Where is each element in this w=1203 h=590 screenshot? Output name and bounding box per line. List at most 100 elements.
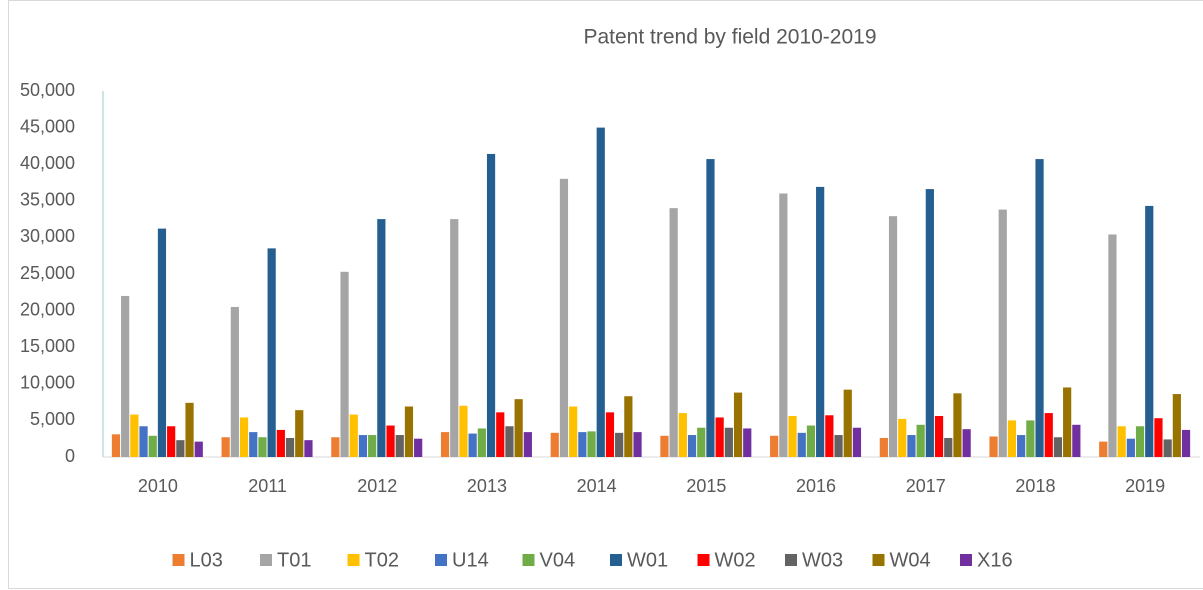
- x-tick-label: 2017: [906, 476, 946, 496]
- bar: [1072, 424, 1081, 457]
- x-tick-label: 2016: [796, 476, 836, 496]
- bar: [1181, 429, 1191, 457]
- bar: [349, 414, 358, 457]
- bar: [450, 219, 459, 457]
- bar: [907, 435, 916, 457]
- bar: [788, 416, 797, 457]
- bar: [249, 432, 258, 457]
- legend-swatch: [347, 554, 360, 566]
- bar: [1035, 159, 1044, 458]
- bar: [1172, 394, 1181, 457]
- bar: [1026, 420, 1035, 457]
- bar: [578, 432, 587, 457]
- y-tick-label: 15,000: [20, 336, 75, 356]
- legend-label: W04: [890, 549, 931, 571]
- legend-swatch: [435, 554, 447, 566]
- bar: [468, 433, 477, 457]
- legend-swatch: [960, 554, 972, 566]
- legend-swatch: [697, 554, 710, 566]
- bar: [1126, 438, 1135, 457]
- legend-swatch: [872, 554, 885, 566]
- legend-swatch: [172, 554, 185, 566]
- bar: [816, 186, 825, 457]
- legend-label: T02: [365, 549, 399, 571]
- bar: [898, 418, 907, 457]
- bar: [1044, 413, 1053, 457]
- bar: [340, 271, 349, 457]
- bar: [697, 427, 706, 457]
- bar: [258, 437, 267, 457]
- bar: [770, 435, 779, 457]
- y-tick-label: 35,000: [20, 190, 75, 210]
- bar: [414, 438, 423, 457]
- bar: [660, 435, 669, 457]
- bar: [724, 427, 733, 457]
- y-tick-label: 40,000: [20, 153, 75, 173]
- bar: [285, 437, 295, 457]
- bar: [377, 219, 386, 457]
- y-tick-label: 45,000: [20, 116, 75, 136]
- bar: [925, 189, 934, 457]
- bar: [523, 432, 532, 457]
- chart-frame: [8, 0, 1203, 589]
- bar: [587, 431, 596, 457]
- bar: [395, 435, 404, 457]
- bar: [111, 434, 121, 457]
- legend-label: W03: [802, 549, 843, 571]
- bar: [404, 406, 414, 457]
- y-tick-label: 20,000: [20, 299, 75, 319]
- legend-swatch: [785, 554, 797, 566]
- bar: [221, 437, 230, 457]
- bar: [1017, 435, 1026, 457]
- legend-label: W02: [715, 549, 756, 571]
- bar: [715, 417, 724, 457]
- bar: [1163, 439, 1172, 457]
- y-tick-label: 50,000: [20, 80, 75, 100]
- bar: [779, 193, 788, 458]
- y-tick-label: 10,000: [20, 373, 75, 393]
- bar: [615, 432, 624, 457]
- bar: [953, 393, 962, 457]
- bar: [633, 432, 642, 457]
- legend-label: W01: [627, 549, 668, 571]
- bar: [167, 426, 176, 457]
- bar: [276, 429, 285, 457]
- bar: [386, 425, 395, 457]
- x-tick-label: 2015: [686, 476, 726, 496]
- bar: [139, 426, 148, 457]
- bar: [706, 159, 715, 458]
- bar: [962, 429, 971, 457]
- bar: [440, 432, 450, 457]
- bar: [934, 416, 944, 457]
- bar: [331, 437, 340, 457]
- bar: [550, 432, 559, 457]
- bar: [797, 432, 806, 457]
- bar: [185, 402, 194, 457]
- y-tick-label: 30,000: [20, 226, 75, 246]
- bar: [678, 413, 687, 457]
- bar: [176, 440, 185, 457]
- bar: [879, 437, 888, 457]
- legend-label: V04: [540, 549, 576, 571]
- bar: [1108, 234, 1117, 457]
- bar: [605, 412, 615, 457]
- legend-label: L03: [190, 549, 223, 571]
- bar: [230, 306, 239, 457]
- bar: [825, 415, 834, 457]
- x-tick-label: 2018: [1015, 476, 1055, 496]
- bar: [121, 295, 130, 457]
- bar: [1154, 418, 1163, 457]
- bar: [989, 436, 998, 457]
- bar: [1135, 426, 1145, 457]
- bar: [733, 392, 743, 457]
- x-tick-label: 2013: [467, 476, 507, 496]
- bar: [477, 428, 486, 457]
- bar: [505, 426, 514, 457]
- bar: [486, 153, 496, 457]
- bar: [239, 417, 249, 457]
- bar: [843, 389, 852, 457]
- legend-label: X16: [977, 549, 1013, 571]
- bar: [743, 428, 752, 457]
- bar: [295, 410, 304, 457]
- y-tick-label: 25,000: [20, 263, 75, 283]
